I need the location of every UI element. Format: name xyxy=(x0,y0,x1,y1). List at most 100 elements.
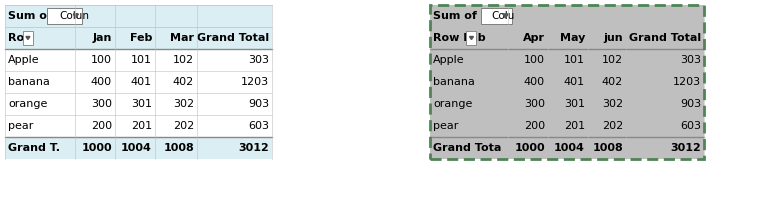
Bar xyxy=(626,115,704,137)
Text: 402: 402 xyxy=(173,77,194,87)
Bar xyxy=(75,49,115,71)
Bar xyxy=(626,27,704,49)
Bar xyxy=(430,137,508,159)
Bar xyxy=(508,27,548,49)
Bar xyxy=(626,137,704,159)
Bar xyxy=(588,71,626,93)
Bar xyxy=(430,5,704,27)
Polygon shape xyxy=(73,14,78,18)
Text: 3012: 3012 xyxy=(671,143,701,153)
Text: Sum of :: Sum of : xyxy=(8,11,60,21)
Bar xyxy=(115,115,155,137)
Bar xyxy=(23,31,33,45)
Text: 102: 102 xyxy=(173,55,194,65)
Text: Mar: Mar xyxy=(170,33,194,43)
Text: 903: 903 xyxy=(680,99,701,109)
Text: 302: 302 xyxy=(173,99,194,109)
Bar xyxy=(75,71,115,93)
Polygon shape xyxy=(26,36,30,40)
Bar xyxy=(588,93,626,115)
Bar xyxy=(155,93,197,115)
Text: Sum of Sal: Sum of Sal xyxy=(433,11,500,21)
Bar xyxy=(197,27,272,49)
Bar xyxy=(548,137,588,159)
Bar xyxy=(197,71,272,93)
Bar xyxy=(75,27,115,49)
Bar xyxy=(430,115,508,137)
Bar xyxy=(115,49,155,71)
Bar xyxy=(430,27,508,49)
Bar xyxy=(588,27,626,49)
Bar xyxy=(75,115,115,137)
Text: 101: 101 xyxy=(131,55,152,65)
Text: 3012: 3012 xyxy=(238,143,269,153)
Bar xyxy=(548,93,588,115)
Text: 1000: 1000 xyxy=(514,143,545,153)
Bar xyxy=(588,49,626,71)
Bar xyxy=(197,49,272,71)
Text: 401: 401 xyxy=(564,77,585,87)
Bar xyxy=(467,31,477,45)
Text: Row Lab: Row Lab xyxy=(433,33,486,43)
Text: Grand Tota: Grand Tota xyxy=(433,143,501,153)
Bar xyxy=(47,8,82,24)
Text: banana: banana xyxy=(8,77,50,87)
Bar xyxy=(508,71,548,93)
Bar xyxy=(155,27,197,49)
Polygon shape xyxy=(503,14,508,18)
Text: 1203: 1203 xyxy=(241,77,269,87)
Text: Feb: Feb xyxy=(130,33,152,43)
Bar xyxy=(5,5,272,27)
Text: 1004: 1004 xyxy=(122,143,152,153)
Bar xyxy=(588,137,626,159)
Text: Grand Total: Grand Total xyxy=(629,33,701,43)
Polygon shape xyxy=(470,36,474,40)
Bar xyxy=(155,71,197,93)
Text: 301: 301 xyxy=(131,99,152,109)
Text: 201: 201 xyxy=(131,121,152,131)
Text: 100: 100 xyxy=(91,55,112,65)
Bar xyxy=(588,115,626,137)
Text: 400: 400 xyxy=(91,77,112,87)
Bar xyxy=(197,137,272,159)
Text: 903: 903 xyxy=(248,99,269,109)
Text: 1004: 1004 xyxy=(554,143,585,153)
Text: 303: 303 xyxy=(248,55,269,65)
Text: orange: orange xyxy=(8,99,48,109)
Text: 400: 400 xyxy=(524,77,545,87)
Bar xyxy=(548,115,588,137)
Bar xyxy=(430,5,704,159)
Bar xyxy=(508,115,548,137)
Text: Colu: Colu xyxy=(491,11,515,21)
Bar xyxy=(508,137,548,159)
Bar xyxy=(5,93,75,115)
Text: 300: 300 xyxy=(91,99,112,109)
Text: orange: orange xyxy=(433,99,472,109)
Text: pear: pear xyxy=(433,121,458,131)
Text: 202: 202 xyxy=(602,121,623,131)
Text: 603: 603 xyxy=(248,121,269,131)
Text: 1008: 1008 xyxy=(163,143,194,153)
Bar xyxy=(197,115,272,137)
Text: jun: jun xyxy=(604,33,623,43)
Bar xyxy=(430,93,508,115)
Text: Apr: Apr xyxy=(523,33,545,43)
Text: 1000: 1000 xyxy=(82,143,112,153)
Text: 100: 100 xyxy=(524,55,545,65)
Bar xyxy=(5,137,75,159)
Bar xyxy=(155,137,197,159)
Text: Grand Total: Grand Total xyxy=(197,33,269,43)
Text: 1008: 1008 xyxy=(592,143,623,153)
Text: banana: banana xyxy=(433,77,475,87)
Bar xyxy=(626,93,704,115)
Bar xyxy=(155,115,197,137)
Bar xyxy=(115,27,155,49)
Text: 102: 102 xyxy=(602,55,623,65)
Text: 303: 303 xyxy=(680,55,701,65)
Bar xyxy=(5,71,75,93)
Text: Apple: Apple xyxy=(8,55,40,65)
Text: Jan: Jan xyxy=(92,33,112,43)
Text: 301: 301 xyxy=(564,99,585,109)
Bar xyxy=(548,49,588,71)
Bar xyxy=(5,115,75,137)
